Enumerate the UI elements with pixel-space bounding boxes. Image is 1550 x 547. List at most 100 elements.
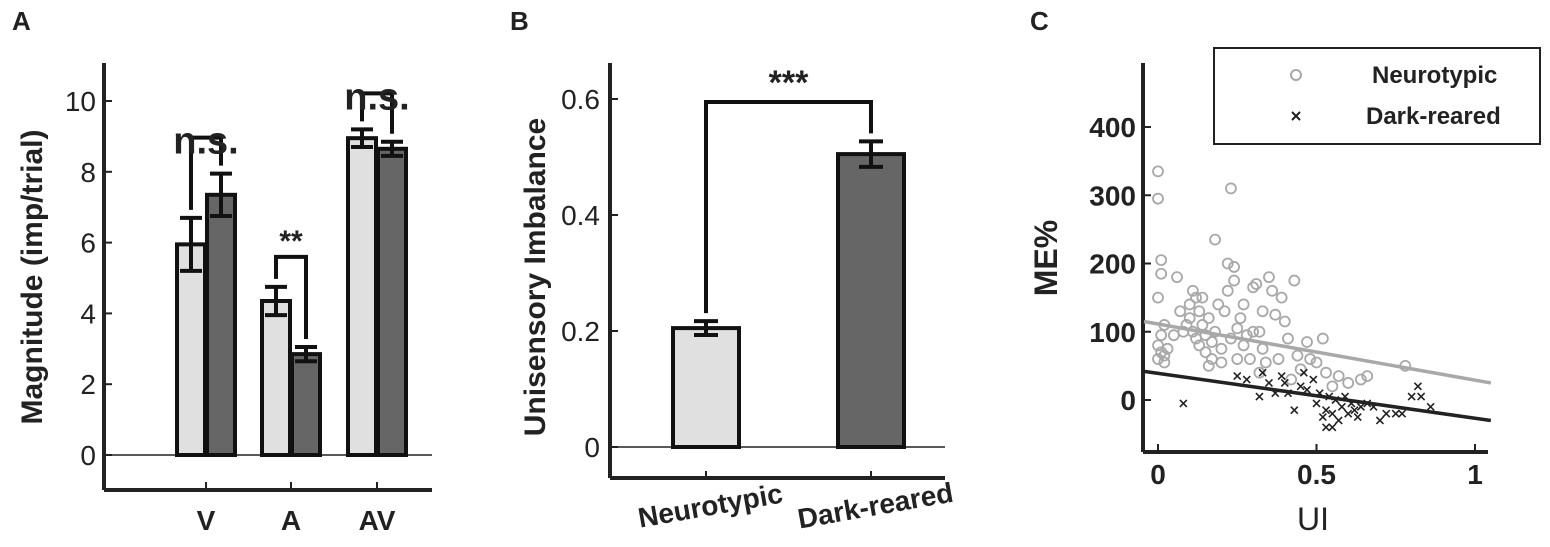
neurotypic-point bbox=[1316, 332, 1329, 345]
neurotypic-point bbox=[1244, 353, 1256, 365]
dark-reared-point bbox=[1382, 409, 1391, 418]
neurotypic-point bbox=[1212, 298, 1225, 311]
neurotypic-point bbox=[1263, 271, 1275, 284]
panel-a-bar-chart: 0 2 4 6 8 10 V A AV n.s. ** n.s. Magnitude (imp/t… bbox=[16, 63, 432, 536]
neurotypic-point bbox=[1320, 366, 1332, 379]
dark-reared-point bbox=[1242, 375, 1251, 384]
panel-a-significance-label: n.s. bbox=[344, 76, 409, 118]
panel-b-bar bbox=[836, 152, 906, 449]
panel-c-x-tick-label: 0.5 bbox=[1297, 459, 1336, 490]
neurotypic-fit-line bbox=[1143, 319, 1492, 385]
dark-reared-point bbox=[1302, 385, 1312, 394]
panel-b-bar-chart: 0 0.2 0.4 0.6 Neurotypic Dark-reared *** Uni… bbox=[519, 63, 955, 535]
dark-reared-point bbox=[1328, 423, 1337, 432]
neurotypic-point bbox=[1196, 319, 1209, 331]
panel-a-y-tick-label: 2 bbox=[80, 369, 96, 400]
neurotypic-point bbox=[1202, 359, 1215, 372]
panel-a-bar bbox=[260, 299, 292, 458]
panel-b-category-label: Neurotypic bbox=[636, 478, 785, 534]
dark-reared-point bbox=[1280, 378, 1289, 388]
neurotypic-point bbox=[1209, 233, 1221, 246]
dark-reared-point bbox=[1328, 409, 1337, 418]
dark-reared-point bbox=[1277, 372, 1286, 381]
panel-b-bar bbox=[671, 326, 741, 450]
panel-a-category-label: A bbox=[281, 505, 301, 536]
panel-b-y-axis-label: Unisensory Imbalance bbox=[519, 118, 552, 436]
panel-c-scatter-plot: 0 100 200 300 400 0 0.5 1 ME% UI Neurotypic Dar… bbox=[1028, 47, 1541, 537]
neurotypic-point bbox=[1158, 349, 1171, 362]
panel-a-error-bar bbox=[180, 215, 202, 273]
neurotypic-point bbox=[1342, 377, 1355, 389]
panel-a-error-bar bbox=[210, 171, 232, 219]
dark-reared-point bbox=[1290, 406, 1299, 415]
neurotypic-point bbox=[1253, 366, 1266, 379]
legend-box bbox=[1213, 47, 1541, 145]
neurotypic-point bbox=[1269, 308, 1282, 321]
dark-reared-point bbox=[1299, 368, 1308, 377]
neurotypic-point bbox=[1183, 312, 1196, 325]
panel-a-y-tick-label: 4 bbox=[80, 298, 96, 329]
panel-a-error-bar bbox=[265, 284, 287, 318]
panel-a-category-label: V bbox=[197, 505, 216, 536]
neurotypic-point bbox=[1167, 329, 1180, 342]
panel-c-x-tick-label: 0 bbox=[1150, 459, 1166, 490]
dark-reared-point bbox=[1312, 399, 1321, 408]
neurotypic-point bbox=[1205, 336, 1218, 348]
neurotypic-point bbox=[1301, 336, 1313, 348]
neurotypic-point bbox=[1155, 267, 1168, 280]
panel-a-y-axis-label: Magnitude (imp/trial) bbox=[16, 130, 49, 425]
panel-b-error-bar bbox=[694, 319, 718, 338]
dark-reared-point bbox=[1398, 409, 1407, 418]
panel-c-y-tick-label: 0 bbox=[1120, 385, 1136, 416]
neurotypic-point bbox=[1155, 346, 1168, 359]
neurotypic-point bbox=[1225, 182, 1237, 195]
dark-reared-point bbox=[1350, 406, 1359, 415]
dark-reared-point bbox=[1356, 402, 1365, 411]
dark-reared-point bbox=[1334, 416, 1343, 425]
dark-reared-point bbox=[1344, 409, 1353, 418]
neurotypic-point bbox=[1190, 291, 1202, 304]
neurotypic-point bbox=[1247, 281, 1259, 294]
panel-b-category-label: Dark-reared bbox=[795, 477, 955, 535]
neurotypic-point bbox=[1272, 353, 1285, 365]
panel-c-y-tick-label: 200 bbox=[1089, 249, 1136, 280]
panel-a-significance-label: n.s. bbox=[173, 121, 238, 163]
neurotypic-point bbox=[1278, 315, 1291, 328]
neurotypic-point bbox=[1361, 370, 1374, 383]
panel-a-error-bar bbox=[351, 127, 373, 150]
neurotypic-point bbox=[1221, 257, 1234, 270]
neurotypic-point bbox=[1231, 322, 1244, 335]
legend-circle-marker bbox=[1290, 69, 1302, 81]
dark-reared-point bbox=[1309, 375, 1318, 384]
panel-c-x-axis-label: UI bbox=[1297, 501, 1329, 537]
dark-reared-fit-line bbox=[1143, 369, 1492, 423]
dark-reared-point bbox=[1321, 406, 1331, 415]
dark-reared-point bbox=[1318, 412, 1327, 422]
neurotypic-point bbox=[1256, 305, 1269, 318]
neurotypic-point bbox=[1237, 339, 1250, 352]
panel-a-significance-bracket bbox=[360, 91, 394, 134]
neurotypic-point bbox=[1221, 284, 1234, 297]
neurotypic-point bbox=[1285, 373, 1298, 386]
panel-a-error-bar bbox=[381, 139, 403, 158]
dark-reared-point bbox=[1417, 392, 1426, 401]
dark-reared-point bbox=[1353, 412, 1362, 422]
panel-a-significance-label: ** bbox=[279, 225, 303, 258]
dark-reared-point bbox=[1296, 382, 1305, 391]
legend-x-marker bbox=[1291, 111, 1301, 121]
neurotypic-point bbox=[1196, 291, 1209, 304]
dark-reared-point bbox=[1264, 378, 1274, 388]
neurotypic-point bbox=[1326, 380, 1339, 393]
panel-a-significance-bracket bbox=[274, 254, 308, 340]
panel-a-letter: A bbox=[12, 6, 31, 36]
neurotypic-point bbox=[1152, 165, 1164, 178]
panel-b-y-tick-label: 0.6 bbox=[561, 84, 600, 115]
neurotypic-point bbox=[1304, 353, 1317, 365]
panel-c-letter: C bbox=[1030, 6, 1049, 36]
panel-b-y-tick-label: 0.2 bbox=[561, 316, 600, 347]
panel-c-legend: Neurotypic Dark-reared bbox=[1213, 47, 1541, 145]
panel-a-bar bbox=[290, 352, 322, 457]
dark-reared-point bbox=[1258, 368, 1267, 377]
dark-reared-point bbox=[1321, 423, 1331, 432]
panel-b-significance-label: *** bbox=[769, 64, 809, 102]
